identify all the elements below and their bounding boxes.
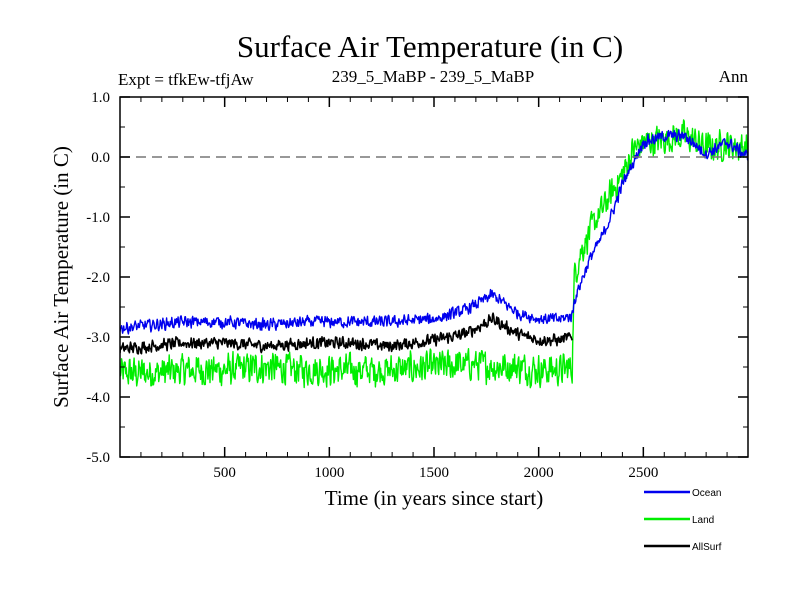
legend-label-allsurf: AllSurf: [692, 542, 722, 553]
legend-label-land: Land: [692, 515, 714, 526]
y-axis: -5.0 -4.0 -3.0 -2.0 -1.0 0.0 1.0: [86, 90, 748, 466]
x-tick-label: 2500: [628, 465, 658, 481]
y-axis-label: Surface Air Temperature (in C): [49, 146, 73, 408]
x-tick-label: 1500: [419, 465, 449, 481]
y-tick-label: -1.0: [86, 210, 110, 226]
plot-area: [119, 96, 749, 458]
x-axis-label: Time (in years since start): [325, 486, 544, 510]
y-tick-label: -3.0: [86, 330, 110, 346]
chart-title: Surface Air Temperature (in C): [237, 29, 623, 64]
y-tick-label: 1.0: [91, 90, 110, 106]
season-label: Ann: [719, 67, 749, 86]
x-tick-label: 2000: [524, 465, 554, 481]
series-line-land: [120, 119, 748, 389]
x-tick-label: 1000: [314, 465, 344, 481]
x-axis: 500 1000 1500 2000 2500: [140, 97, 728, 481]
period-label: 239_5_MaBP - 239_5_MaBP: [332, 67, 534, 86]
x-tick-label: 500: [213, 465, 236, 481]
experiment-label: Expt = tfkEw-tfjAw: [118, 70, 254, 89]
y-tick-label: -4.0: [86, 390, 110, 406]
y-tick-label: 0.0: [91, 150, 110, 166]
series-line-ocean: [120, 129, 748, 335]
series-layer: [120, 119, 748, 389]
legend-label-ocean: Ocean: [692, 488, 721, 499]
y-tick-label: -5.0: [86, 450, 110, 466]
y-tick-label: -2.0: [86, 270, 110, 286]
legend: Ocean Land AllSurf: [644, 488, 722, 553]
series-line-allsurf: [120, 312, 573, 355]
